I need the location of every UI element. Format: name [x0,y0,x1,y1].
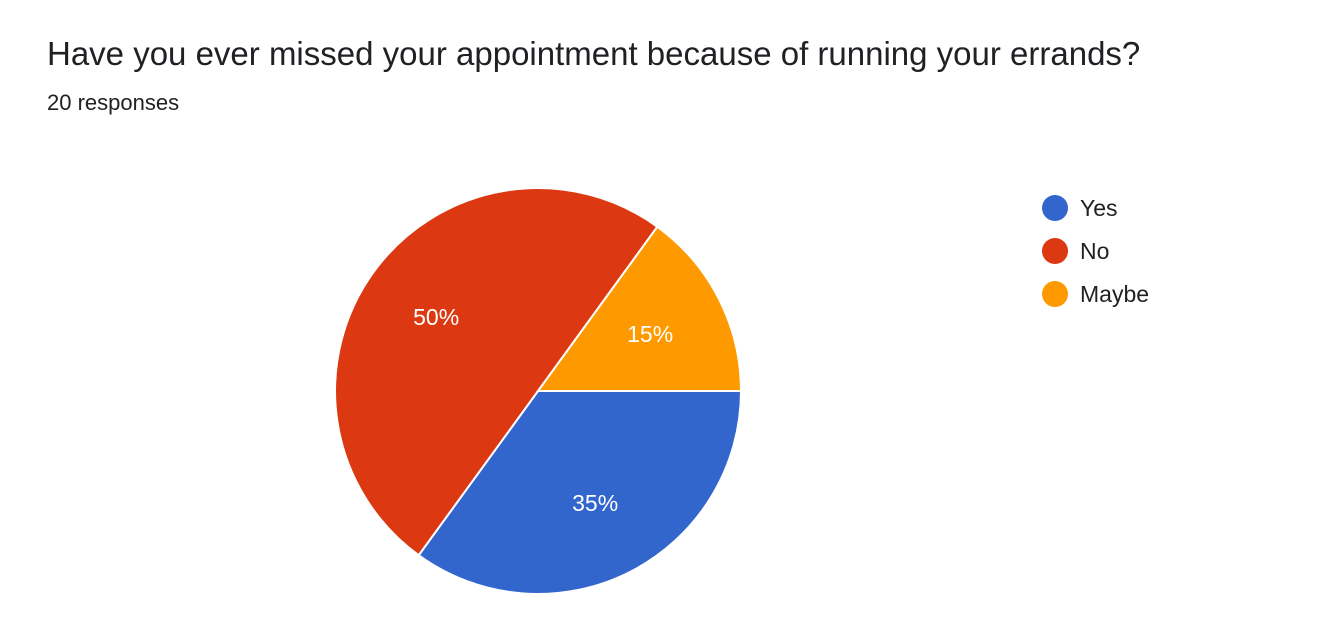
legend-swatch-no [1042,237,1068,264]
chart-legend: Yes No Maybe [1042,186,1149,315]
legend-item-yes[interactable]: Yes [1042,186,1149,229]
pie-slice-yes[interactable] [417,390,743,595]
response-count: 20 responses [47,90,180,115]
pie-slice-maybe[interactable] [536,225,743,392]
legend-label-yes: Yes [1080,194,1118,221]
legend-swatch-yes [1042,194,1068,221]
chart-title: Have you ever missed your appointment be… [47,35,1141,72]
legend-label-maybe: Maybe [1080,280,1150,307]
pie-slices [334,187,743,595]
pie-label-no: 50% [413,304,459,330]
legend-item-no[interactable]: No [1042,229,1149,272]
legend-item-maybe[interactable]: Maybe [1042,272,1149,315]
pie-slice-no[interactable] [334,187,659,557]
pie-label-yes: 35% [572,490,618,516]
pie-labels: 35% 50% 15% [413,304,673,516]
legend-swatch-maybe [1042,280,1068,307]
pie-label-maybe: 15% [627,321,673,347]
legend-label-no: No [1080,237,1110,264]
